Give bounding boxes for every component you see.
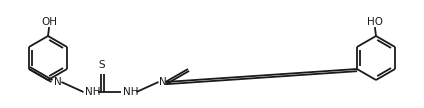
Text: N: N (159, 77, 167, 87)
Text: NH: NH (123, 87, 139, 97)
Text: S: S (98, 60, 105, 70)
Text: OH: OH (41, 17, 57, 27)
Text: HO: HO (367, 17, 383, 27)
Text: NH: NH (86, 87, 101, 97)
Text: N: N (54, 77, 62, 87)
